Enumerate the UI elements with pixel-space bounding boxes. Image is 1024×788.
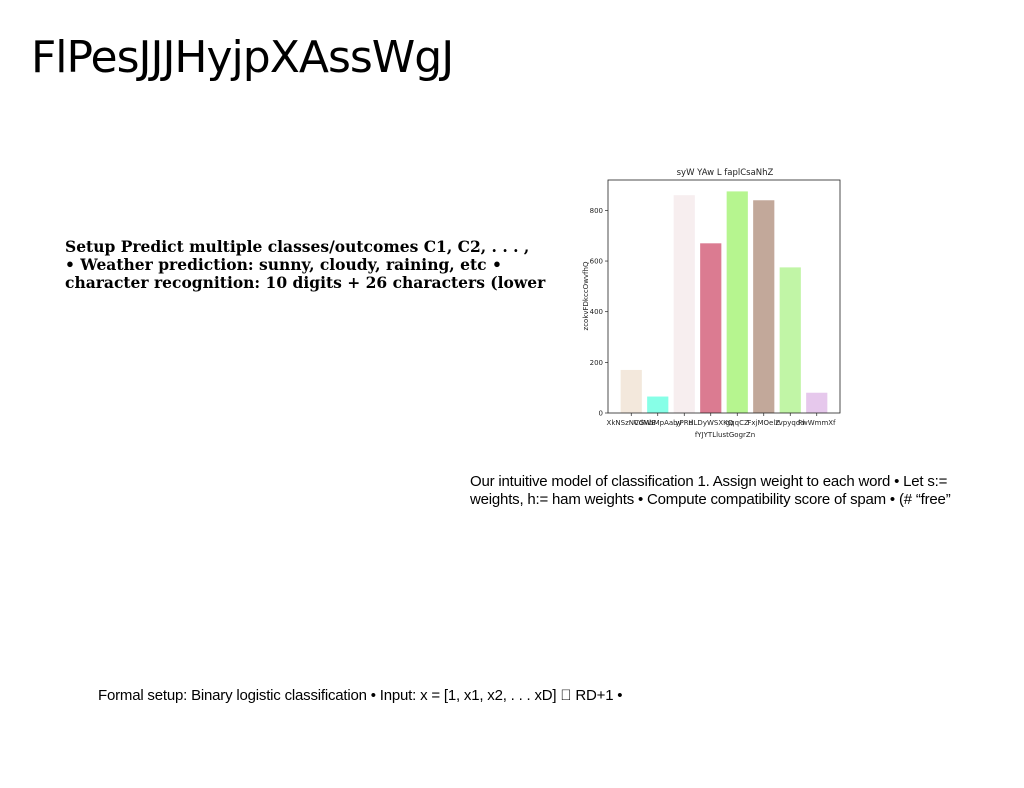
x-tick-label: FxjMOelZ <box>747 419 780 427</box>
x-axis: XkNSzNVGWBCdMbMpAabyyPRdHLDyWSXKQgqqCZFx… <box>607 413 836 427</box>
bar-HLDyWSXKQ <box>700 243 722 413</box>
intuitive-line: Our intuitive model of classification 1.… <box>470 473 948 490</box>
chart-title: syW YAw L faplCsaNhZ <box>677 168 774 178</box>
slide-title: FlPesJJJHyjpXAssWgJ <box>31 32 454 83</box>
bar-CdMbMpAaby <box>647 396 669 413</box>
formal-setup-text: Formal setup: Binary logistic classifica… <box>98 687 623 704</box>
setup-line: Setup Predict multiple classes/outcomes … <box>65 237 530 256</box>
x-tick-label: FwWmmXf <box>798 419 836 427</box>
bar-FxjMOelZ <box>753 200 775 413</box>
bar-gqqCZ <box>726 191 748 413</box>
x-tick-label: CdMbMpAaby <box>634 419 682 427</box>
x-axis-label: fYJYTLlustGogrZn <box>695 431 755 439</box>
setup-text-block: Setup Predict multiple classes/outcomes … <box>65 238 545 292</box>
y-tick-label: 0 <box>599 410 603 418</box>
bars-group <box>620 191 828 413</box>
bar-chart: syW YAw L faplCsaNhZ 0 200 400 600 800 XkNSz… <box>582 168 841 439</box>
setup-line: character recognition: 10 digits + 26 ch… <box>65 273 546 292</box>
bar-yPRd <box>673 195 695 413</box>
x-tick-label: XkNSzNVGWB <box>607 419 657 427</box>
bar-FwWmmXf <box>806 392 828 413</box>
y-tick-label: 600 <box>590 258 603 266</box>
bar-rvpyqdd <box>779 267 801 413</box>
y-tick-label: 400 <box>590 308 603 316</box>
y-axis: 0 200 400 600 800 <box>590 207 608 418</box>
y-axis-label: zcokvFDkccOwvfhQ <box>582 261 590 330</box>
plot-frame <box>607 179 841 414</box>
setup-line: • Weather prediction: sunny, cloudy, rai… <box>65 255 502 274</box>
x-tick-label: rvpyqdd <box>776 419 805 427</box>
bar-XkNSzNVGWB <box>620 369 642 413</box>
y-tick-label: 800 <box>590 207 603 215</box>
y-tick-label: 200 <box>590 359 603 367</box>
x-tick-label: gqqCZ <box>726 419 749 427</box>
intuitive-line: weights, h:= ham weights • Compute compa… <box>470 491 951 508</box>
x-tick-label: yPRd <box>675 419 693 427</box>
x-tick-label: HLDyWSXKQ <box>688 419 733 427</box>
intuitive-model-text: Our intuitive model of classification 1.… <box>470 473 951 509</box>
